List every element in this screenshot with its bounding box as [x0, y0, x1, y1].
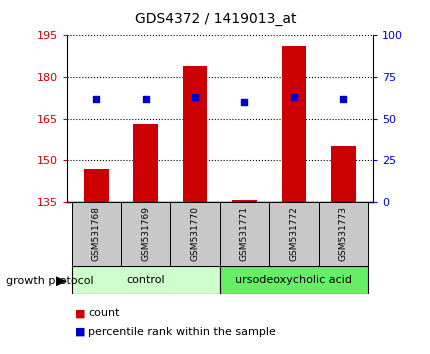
Bar — [330, 146, 355, 202]
Point — [191, 94, 198, 100]
Text: GSM531768: GSM531768 — [92, 206, 101, 261]
Bar — [71, 266, 219, 294]
Text: count: count — [88, 308, 120, 318]
Bar — [84, 169, 108, 202]
Bar — [318, 202, 367, 266]
Text: GSM531773: GSM531773 — [338, 206, 347, 261]
Bar — [133, 124, 158, 202]
Text: GSM531770: GSM531770 — [190, 206, 199, 261]
Point — [339, 96, 346, 102]
Bar — [182, 66, 207, 202]
Bar — [170, 202, 219, 266]
Text: ursodeoxycholic acid: ursodeoxycholic acid — [235, 275, 352, 285]
Bar — [281, 46, 305, 202]
Bar — [121, 202, 170, 266]
Polygon shape — [56, 276, 67, 286]
Point — [240, 99, 247, 105]
Text: percentile rank within the sample: percentile rank within the sample — [88, 327, 276, 337]
Text: GSM531769: GSM531769 — [141, 206, 150, 261]
Text: ■: ■ — [75, 327, 86, 337]
Point — [142, 96, 149, 102]
Text: ■: ■ — [75, 308, 86, 318]
Bar — [232, 200, 256, 202]
Text: GSM531771: GSM531771 — [240, 206, 249, 261]
Text: growth protocol: growth protocol — [6, 276, 94, 286]
Text: GSM531772: GSM531772 — [289, 206, 298, 261]
Bar — [269, 202, 318, 266]
Bar — [71, 202, 121, 266]
Point — [93, 96, 100, 102]
Bar — [219, 266, 367, 294]
Text: GDS4372 / 1419013_at: GDS4372 / 1419013_at — [135, 12, 295, 27]
Text: control: control — [126, 275, 165, 285]
Point — [290, 94, 297, 100]
Bar — [219, 202, 269, 266]
